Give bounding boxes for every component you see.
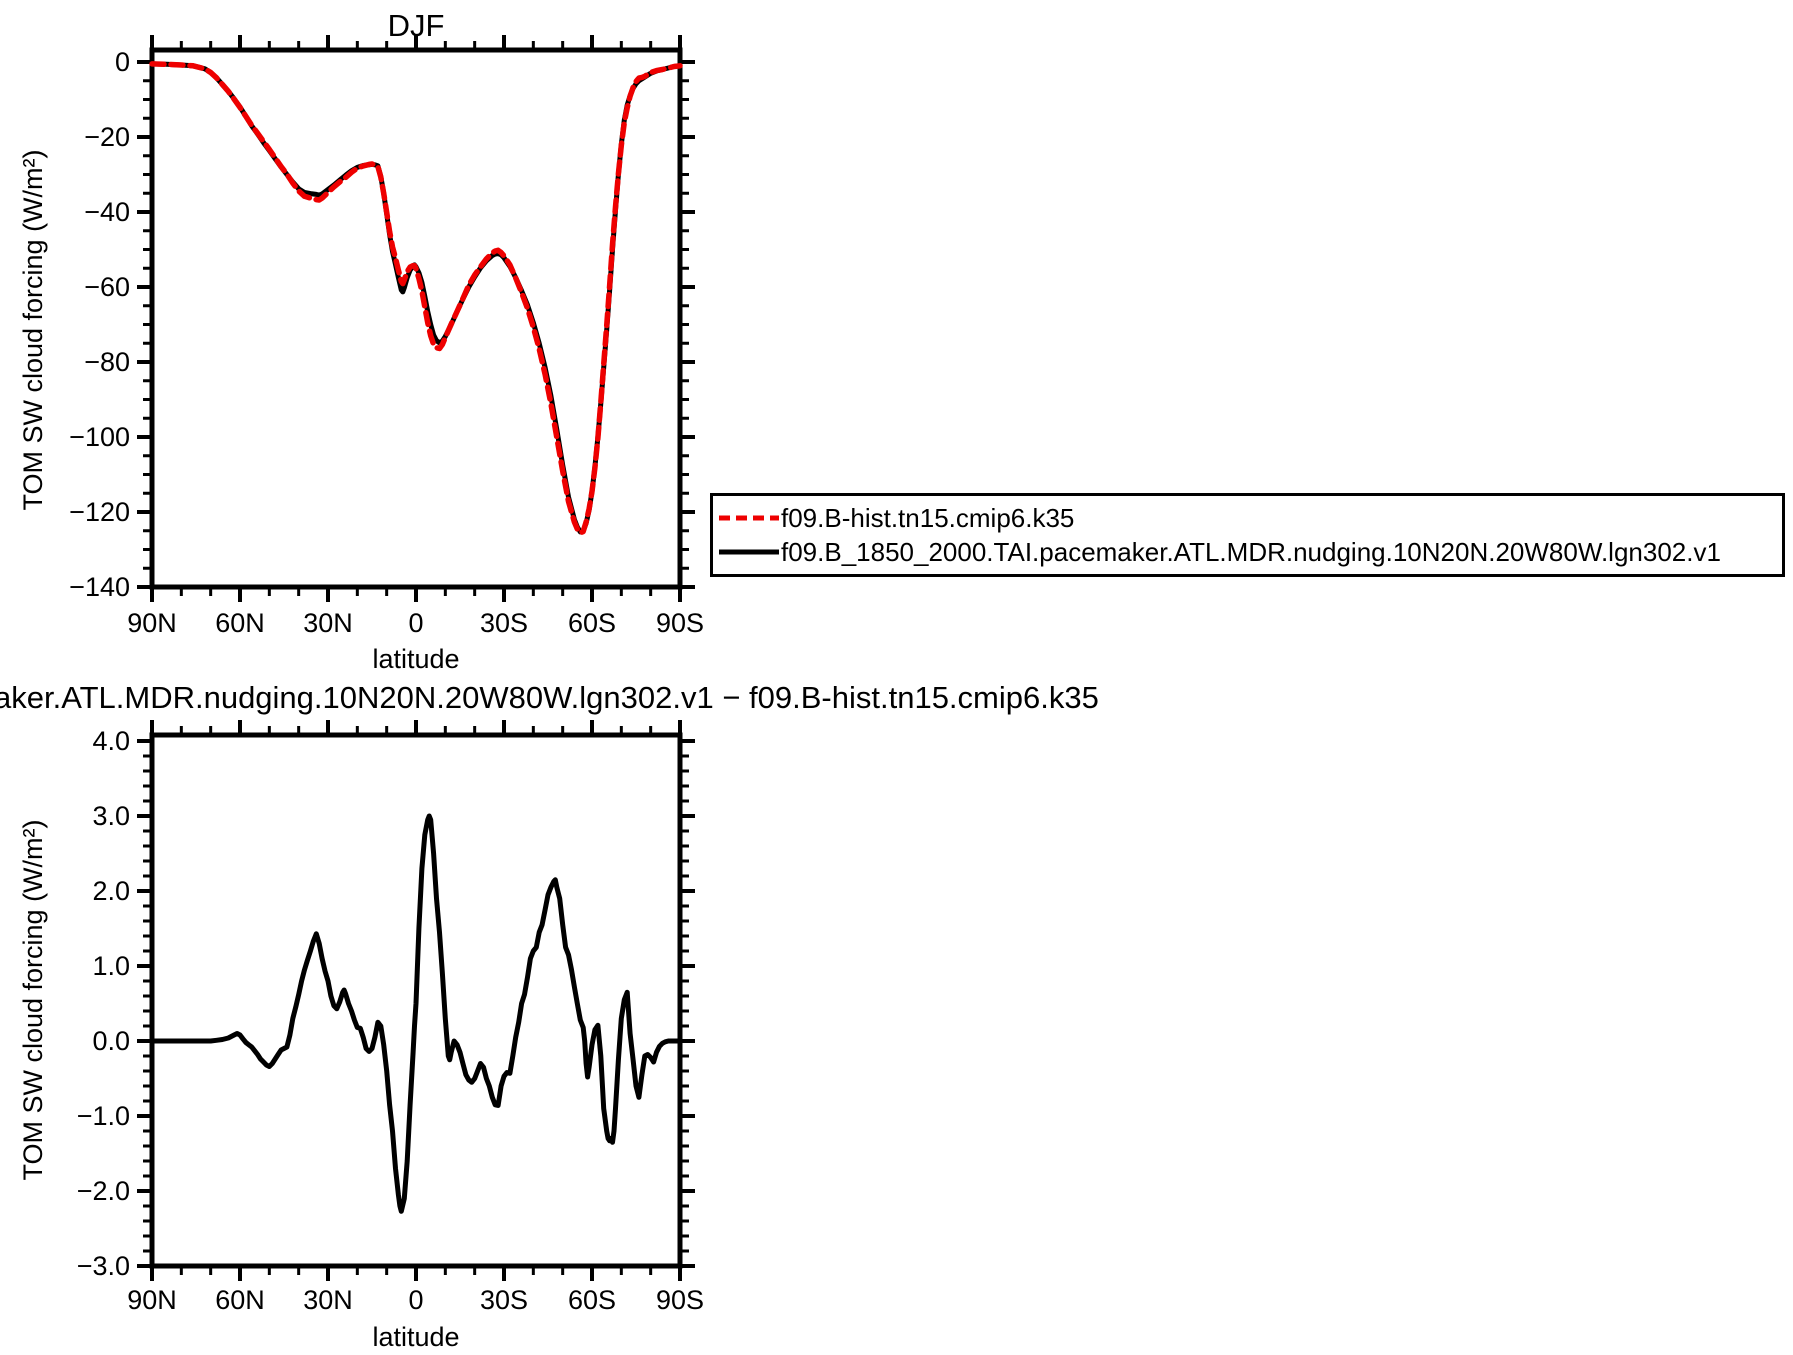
bottom-x-axis-label: latitude bbox=[372, 1322, 459, 1352]
legend-line-black-solid-icon bbox=[719, 549, 779, 555]
x-tick-label: 30N bbox=[303, 608, 353, 638]
x-tick-label: 90N bbox=[127, 1285, 177, 1315]
legend-entry-red: f09.B-hist.tn15.cmip6.k35 bbox=[713, 505, 1782, 531]
y-tick-label: 4.0 bbox=[92, 726, 130, 756]
bottom-panel: aker.ATL.MDR.nudging.10N20N.20W80W.lgn30… bbox=[0, 680, 1099, 1352]
y-tick-label: −3.0 bbox=[77, 1251, 130, 1281]
y-tick-label: 0.0 bbox=[92, 1026, 130, 1056]
x-tick-label: 60N bbox=[215, 608, 265, 638]
x-tick-label: 0 bbox=[408, 608, 423, 638]
x-tick-label: 30S bbox=[480, 1285, 528, 1315]
y-tick-label: 1.0 bbox=[92, 951, 130, 981]
bottom-curves bbox=[149, 813, 683, 1214]
legend-label-red: f09.B-hist.tn15.cmip6.k35 bbox=[781, 502, 1075, 533]
top-axes: 90N 60N 30N 0 30S 60S 90S 0 −20 −40 −60 −80 −100 −120… bbox=[69, 35, 704, 638]
y-tick-label: 3.0 bbox=[92, 801, 130, 831]
y-tick-label: −1.0 bbox=[77, 1101, 130, 1131]
top-panel-title: DJF bbox=[388, 8, 445, 43]
legend-line-red-dashed-icon bbox=[719, 515, 779, 521]
y-tick-label: −120 bbox=[69, 497, 130, 527]
series-curve bbox=[149, 61, 683, 535]
bottom-axes: 90N 60N 30N 0 30S 60S 90S 4.0 3.0 2.0 1.0 0.0 −1.0 −2… bbox=[77, 720, 704, 1315]
x-tick-label: 60S bbox=[568, 1285, 616, 1315]
bottom-y-axis-label: TOM SW cloud forcing (W/m²) bbox=[18, 819, 48, 1180]
y-tick-label: −20 bbox=[84, 122, 130, 152]
x-tick-label: 90S bbox=[656, 608, 704, 638]
x-tick-label: 60S bbox=[568, 608, 616, 638]
top-curves bbox=[149, 61, 683, 536]
y-tick-label: −100 bbox=[69, 422, 130, 452]
legend-box: f09.B-hist.tn15.cmip6.k35 f09.B_1850_200… bbox=[710, 493, 1785, 577]
series-curve bbox=[149, 813, 683, 1214]
x-tick-label: 30S bbox=[480, 608, 528, 638]
x-tick-label: 60N bbox=[215, 1285, 265, 1315]
y-tick-label: 0 bbox=[115, 47, 130, 77]
x-tick-label: 90S bbox=[656, 1285, 704, 1315]
legend-entry-black: f09.B_1850_2000.TAI.pacemaker.ATL.MDR.nu… bbox=[713, 539, 1782, 565]
bottom-panel-title: aker.ATL.MDR.nudging.10N20N.20W80W.lgn30… bbox=[0, 680, 1099, 715]
series-curve bbox=[149, 61, 683, 536]
x-tick-label: 90N bbox=[127, 608, 177, 638]
y-tick-label: 2.0 bbox=[92, 876, 130, 906]
y-tick-label: −80 bbox=[84, 347, 130, 377]
y-tick-label: −2.0 bbox=[77, 1176, 130, 1206]
top-panel: 90N 60N 30N 0 30S 60S 90S 0 −20 −40 −60 −80 −100 −120… bbox=[18, 8, 704, 674]
x-tick-label: 0 bbox=[408, 1285, 423, 1315]
y-tick-label: −40 bbox=[84, 197, 130, 227]
legend-label-black: f09.B_1850_2000.TAI.pacemaker.ATL.MDR.nu… bbox=[781, 537, 1721, 568]
y-tick-label: −140 bbox=[69, 572, 130, 602]
y-tick-label: −60 bbox=[84, 272, 130, 302]
x-tick-label: 30N bbox=[303, 1285, 353, 1315]
top-x-axis-label: latitude bbox=[372, 644, 459, 674]
top-y-axis-label: TOM SW cloud forcing (W/m²) bbox=[18, 149, 48, 510]
